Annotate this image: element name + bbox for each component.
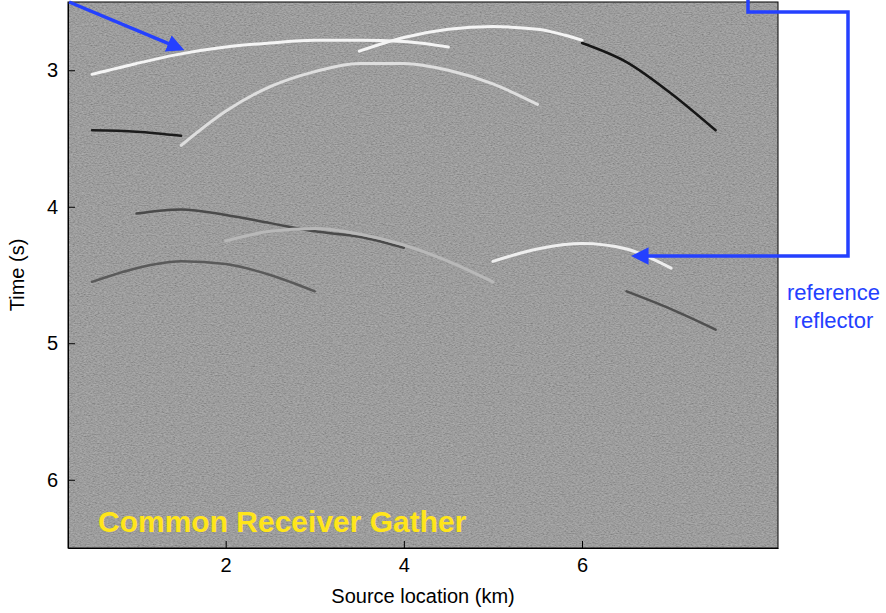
tick-mark (68, 343, 75, 344)
event-line (92, 130, 181, 135)
event-line (92, 40, 448, 74)
plot-frame (68, 2, 778, 548)
events (92, 27, 716, 330)
x-axis: 2 4 6 (69, 541, 779, 576)
tick-label: 4 (399, 554, 410, 576)
tick: 6 (47, 469, 75, 491)
chart: 2 4 6 3 4 5 6 Source location (km) Time (s) Commo… (0, 0, 886, 613)
tick-label: 2 (221, 554, 232, 576)
tick: 2 (221, 541, 232, 576)
tick-mark (226, 541, 227, 548)
plot-texture (68, 2, 778, 548)
y-axis: 3 4 5 6 (47, 3, 75, 549)
tick-label: 5 (47, 332, 58, 354)
annotation: referencereflector (787, 280, 880, 333)
tick: 6 (577, 541, 588, 576)
event-line (181, 63, 537, 145)
x-axis-title: Source location (km) (331, 585, 514, 607)
title: Common Receiver Gather (98, 505, 467, 538)
tick: 3 (47, 59, 75, 81)
tick-label: 3 (47, 59, 58, 81)
tick-label: 6 (577, 554, 588, 576)
tick-mark (404, 541, 405, 548)
tick-mark (68, 207, 75, 208)
plot-background (68, 2, 778, 548)
x-axis-line (69, 548, 779, 549)
tick-label: 4 (47, 196, 58, 218)
tick-mark (68, 480, 75, 481)
event-line (359, 27, 582, 52)
y-axis-line (68, 3, 69, 549)
tick-mark (68, 70, 75, 71)
event-line (582, 43, 716, 130)
tick-label: 6 (47, 469, 58, 491)
event-line (627, 291, 716, 329)
tick: 4 (47, 196, 75, 218)
annotation-bracket (635, 0, 848, 256)
event-line (92, 261, 315, 291)
tick: 4 (399, 541, 410, 576)
event-line (137, 209, 404, 247)
tick: 5 (47, 332, 75, 354)
tick-mark (582, 541, 583, 548)
annotation-arrow (69, 2, 181, 49)
y-axis-title: Time (s) (6, 239, 28, 312)
